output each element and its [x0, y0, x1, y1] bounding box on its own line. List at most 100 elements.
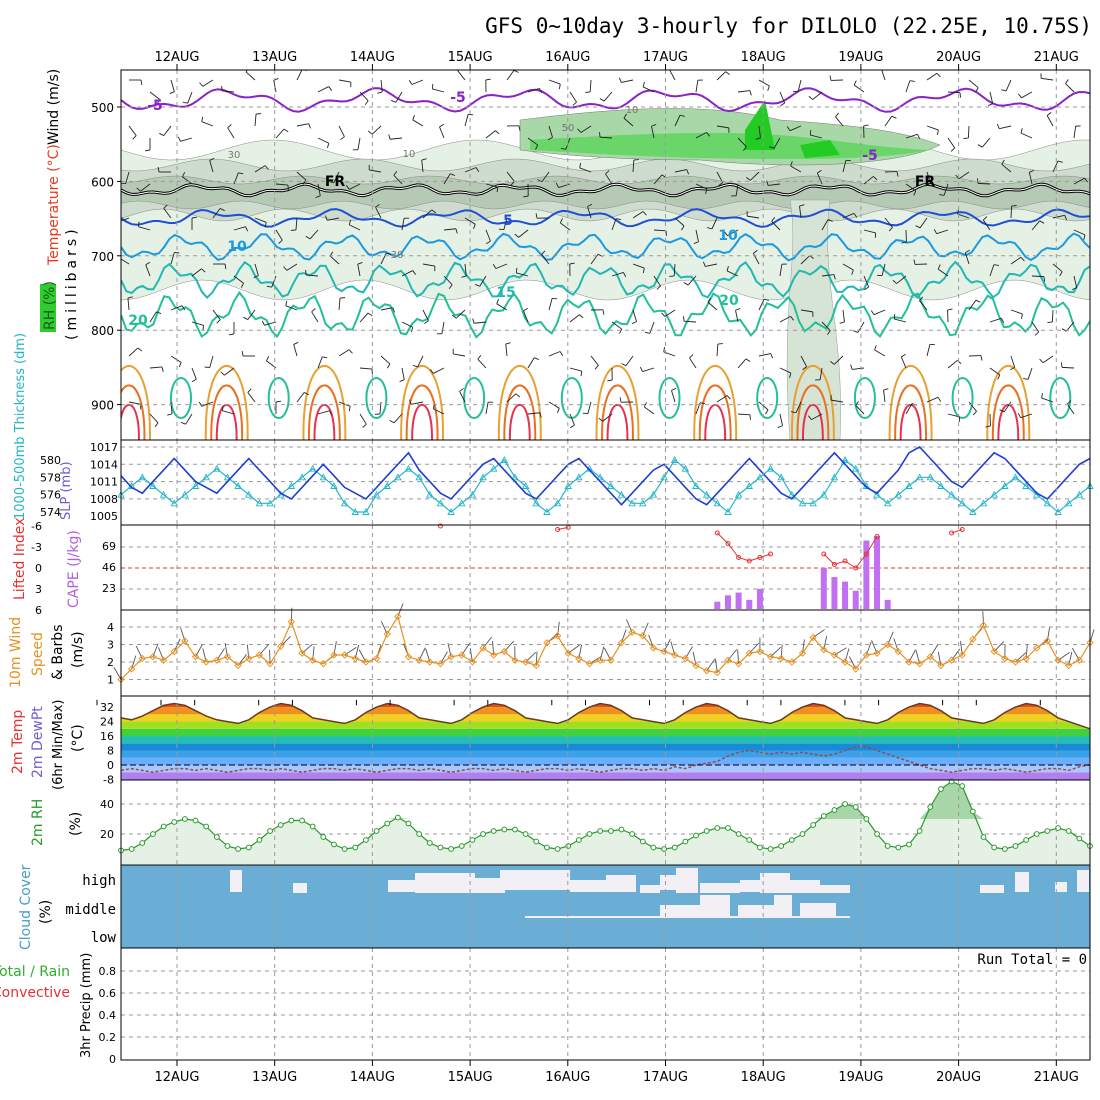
- temp-contour-label: -5: [862, 148, 878, 164]
- cape-bar: [831, 577, 838, 609]
- rh2m-point: [607, 828, 614, 834]
- li-point: [831, 562, 837, 567]
- wind-barb-flag: [743, 146, 747, 151]
- wind-barb-flag: [693, 241, 699, 245]
- wind-barb: [327, 217, 340, 221]
- wind-barb-flag: [127, 296, 133, 299]
- wind-barb-flag: [412, 364, 418, 368]
- wind-barb: [233, 226, 246, 231]
- wind10m-point: [894, 647, 902, 656]
- wind-barb: [506, 70, 515, 81]
- temp-band: [121, 757, 1090, 765]
- wind-barb-flag: [388, 134, 391, 140]
- rh2m-point: [213, 834, 220, 840]
- wind-barb: [957, 213, 970, 219]
- thickness-point: [202, 473, 210, 481]
- thickness-point: [436, 499, 445, 507]
- cloud-high-block: [606, 875, 636, 892]
- thickness-point: [521, 482, 530, 489]
- wind-barb-flag: [180, 421, 186, 425]
- wind10m-point: [319, 660, 327, 668]
- temp-contour-label: 5: [503, 213, 513, 229]
- wind-barb-flag: [633, 159, 639, 161]
- rh-contour-label: 30: [228, 150, 241, 161]
- wind-barb: [621, 79, 634, 83]
- wind-barb: [1031, 321, 1040, 333]
- wind10m-point: [1011, 658, 1020, 666]
- wind-barb-flag: [386, 252, 392, 256]
- rh2m-point: [405, 820, 412, 827]
- wind-barb-flag: [799, 204, 805, 207]
- cloud-level-label: middle: [65, 902, 116, 918]
- cape-bar: [842, 581, 849, 609]
- rh2m-point: [150, 831, 156, 837]
- li-point: [959, 527, 965, 532]
- wind-barb: [1020, 413, 1033, 419]
- precip-panel: 0.8 0.6 0.4 0.2 0: [99, 965, 1090, 1066]
- wind-barb: [735, 183, 739, 196]
- wind-barb: [506, 171, 515, 182]
- wind-barb-flag: [485, 78, 491, 81]
- wind-barb: [443, 173, 451, 185]
- wind-barb: [653, 229, 667, 232]
- wind-barb: [842, 309, 845, 322]
- cloud-high-block: [660, 875, 676, 890]
- wind10m-point: [1022, 654, 1030, 663]
- wind-barb-flag: [913, 190, 917, 196]
- wind-barb-flag: [746, 177, 751, 181]
- surface-temp-contour: [497, 364, 542, 440]
- thickness-point: [766, 464, 775, 472]
- wind-barb: [716, 125, 729, 129]
- wind-barb-flag: [975, 299, 981, 303]
- wind-barb-flag: [770, 353, 774, 359]
- li-line: [951, 529, 963, 534]
- temp-contour-label: 15: [496, 285, 515, 301]
- rh2m-point: [1055, 825, 1061, 831]
- rh2m-point: [1076, 835, 1083, 842]
- thickness-point: [500, 456, 509, 463]
- wind-barb: [1027, 367, 1033, 380]
- wind10m-point: [277, 642, 285, 650]
- wind-barb: [1010, 205, 1013, 219]
- thickness-point: [426, 490, 434, 498]
- temp-band: [121, 728, 1090, 737]
- thickness-point: [372, 490, 381, 498]
- wind10m-point: [809, 633, 817, 642]
- wind-barb-flag: [993, 264, 999, 266]
- wind-barb: [812, 91, 823, 100]
- wind-barb: [1065, 83, 1075, 93]
- thickness-point: [809, 499, 817, 507]
- temp-band: [121, 714, 1090, 722]
- cloud-mid-block: [738, 905, 774, 917]
- cloud-level-label: low: [91, 930, 117, 946]
- wind-barb: [212, 208, 221, 219]
- wind-barb-flag: [955, 174, 960, 180]
- date-label-top: 13AUG: [252, 50, 297, 65]
- wind-barb-flag: [167, 413, 173, 416]
- wind-barb-flag: [1011, 204, 1017, 207]
- wind-barb: [1031, 275, 1045, 278]
- wind-barb-flag: [1020, 256, 1025, 262]
- wind10m-point: [852, 665, 860, 673]
- wind-barb: [779, 315, 791, 323]
- rh2m-point: [1001, 846, 1008, 852]
- wind-barb: [516, 272, 529, 277]
- wind-barb: [390, 137, 403, 140]
- wind-barb-flag: [577, 128, 582, 133]
- temp-contour-5: [121, 208, 1090, 228]
- wind-barb: [664, 309, 676, 317]
- wind10m-panel: 4 3 2 1: [107, 603, 1095, 687]
- rh2m-point: [884, 843, 891, 849]
- wind-barb: [737, 137, 747, 147]
- wind-barb: [905, 403, 913, 415]
- wind10m-point: [681, 654, 689, 663]
- thickness-point: [883, 499, 892, 507]
- wind-barb-flag: [1001, 159, 1005, 165]
- wind-barb: [653, 275, 661, 287]
- wind-barb-flag: [706, 132, 711, 137]
- wind-barb: [338, 79, 351, 83]
- wind-barb: [422, 309, 429, 321]
- wind-barb-flag: [177, 136, 181, 142]
- wind-barb: [209, 355, 214, 368]
